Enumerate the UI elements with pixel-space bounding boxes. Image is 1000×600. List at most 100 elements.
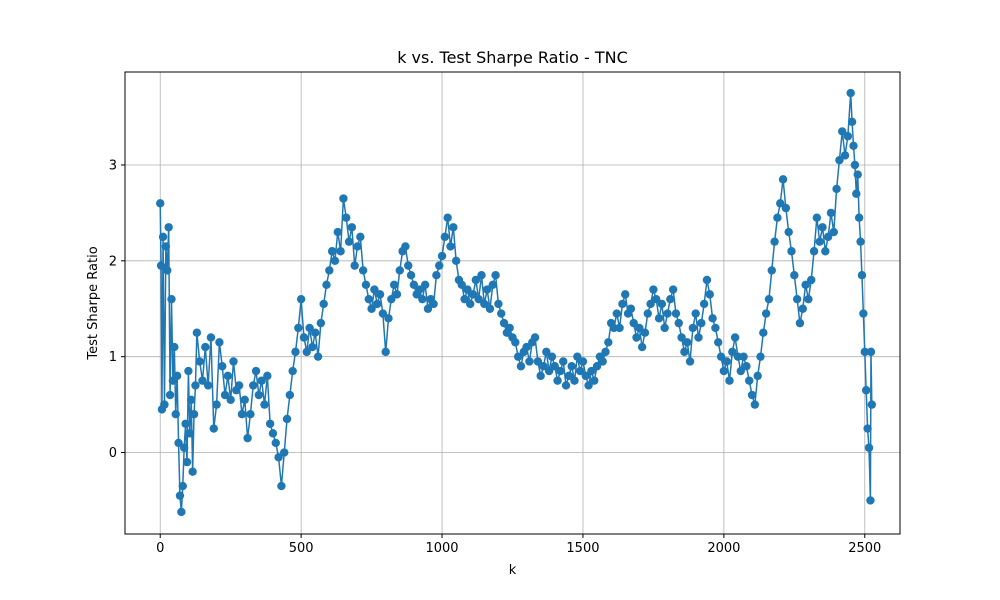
data-point xyxy=(544,366,554,376)
data-point xyxy=(237,409,247,419)
data-point xyxy=(361,280,371,289)
data-point xyxy=(192,328,202,337)
data-point xyxy=(861,386,871,395)
data-point xyxy=(612,309,621,318)
data-point xyxy=(584,381,593,390)
data-point xyxy=(305,323,314,333)
data-point xyxy=(671,309,681,318)
data-point xyxy=(488,280,497,289)
data-point xyxy=(533,357,543,366)
data-point xyxy=(212,400,221,409)
data-point xyxy=(530,333,540,342)
data-point xyxy=(401,242,410,251)
data-point xyxy=(587,366,596,376)
data-point xyxy=(177,507,186,517)
data-point xyxy=(288,366,297,376)
data-point xyxy=(170,342,179,352)
data-point xyxy=(615,323,624,333)
data-point xyxy=(384,314,393,323)
data-point xyxy=(294,323,303,333)
data-point xyxy=(206,333,216,342)
data-point xyxy=(660,323,669,333)
data-point xyxy=(347,223,357,232)
data-point xyxy=(598,357,607,366)
data-point xyxy=(172,371,182,381)
data-point xyxy=(590,376,599,385)
data-point xyxy=(716,352,726,361)
data-point xyxy=(327,247,337,256)
data-point xyxy=(666,294,675,304)
y-tick-label: 0 xyxy=(109,446,117,461)
data-point xyxy=(705,290,714,299)
data-point xyxy=(787,247,796,256)
data-point xyxy=(852,189,861,198)
data-point xyxy=(246,409,255,419)
data-point xyxy=(812,213,822,222)
data-point xyxy=(864,443,874,452)
data-point xyxy=(282,414,292,424)
data-point xyxy=(418,294,427,304)
data-point xyxy=(604,338,613,347)
data-point xyxy=(559,357,568,366)
data-point xyxy=(378,309,388,318)
data-point xyxy=(849,141,858,150)
data-point xyxy=(395,266,404,275)
data-point xyxy=(268,429,278,438)
data-point xyxy=(440,232,450,242)
data-point xyxy=(722,357,731,366)
data-point xyxy=(381,347,390,357)
data-point xyxy=(215,338,224,347)
data-point xyxy=(449,223,458,232)
data-point xyxy=(480,299,489,309)
data-point xyxy=(632,333,641,342)
data-point xyxy=(437,251,447,261)
data-point xyxy=(336,247,345,256)
data-point xyxy=(838,127,847,136)
data-point xyxy=(847,117,857,127)
data-point xyxy=(767,266,776,275)
data-point xyxy=(308,342,317,352)
data-point xyxy=(556,366,565,376)
data-point xyxy=(435,261,444,270)
data-point xyxy=(846,88,855,98)
data-point xyxy=(161,242,171,251)
data-point xyxy=(863,424,872,433)
data-point xyxy=(406,271,416,280)
data-point xyxy=(356,232,365,242)
data-point xyxy=(807,275,816,285)
data-point xyxy=(539,362,548,371)
data-point xyxy=(189,409,199,419)
data-point xyxy=(313,352,323,361)
data-point xyxy=(626,304,636,313)
data-point xyxy=(778,175,788,184)
data-point xyxy=(542,347,551,357)
data-point xyxy=(463,285,472,294)
data-point xyxy=(742,362,751,371)
data-point xyxy=(618,299,627,309)
data-point xyxy=(657,299,667,309)
data-point xyxy=(750,400,760,409)
data-point xyxy=(764,294,774,304)
data-point xyxy=(367,304,376,313)
data-point xyxy=(240,395,249,405)
data-point xyxy=(302,347,311,357)
data-point xyxy=(420,280,430,289)
data-point xyxy=(714,338,723,347)
data-point xyxy=(423,304,433,313)
data-point xyxy=(581,371,590,381)
data-point xyxy=(466,299,475,309)
data-point xyxy=(485,304,495,313)
plot-frame xyxy=(124,71,901,535)
data-point xyxy=(446,242,455,251)
data-point xyxy=(860,347,869,357)
data-point xyxy=(392,290,402,299)
data-point xyxy=(477,271,486,280)
data-point xyxy=(415,285,424,294)
data-point xyxy=(482,285,492,294)
data-point xyxy=(358,266,368,275)
data-point xyxy=(747,390,757,400)
data-point xyxy=(277,481,286,491)
data-point xyxy=(513,352,523,361)
data-point xyxy=(854,213,864,222)
data-point xyxy=(451,256,461,266)
